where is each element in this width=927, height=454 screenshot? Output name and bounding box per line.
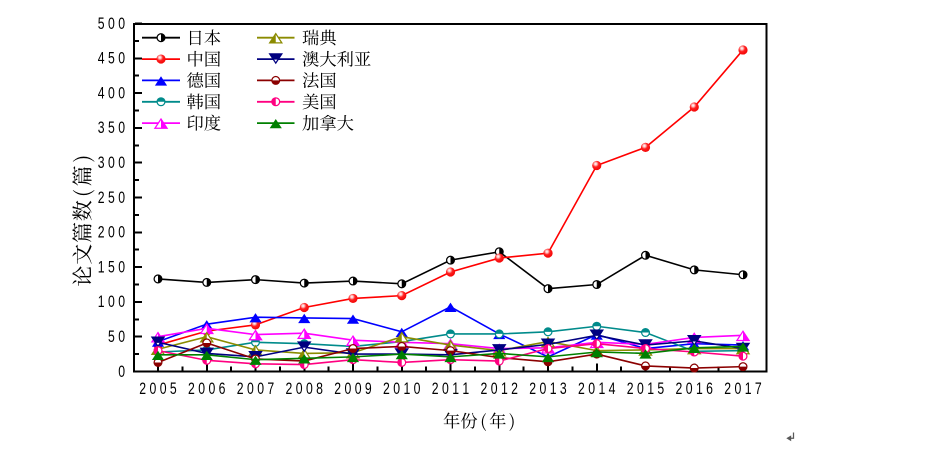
- svg-text:2: 2: [676, 380, 683, 398]
- svg-text:5: 5: [98, 15, 105, 33]
- svg-text:2: 2: [98, 224, 105, 242]
- svg-text:2: 2: [188, 380, 195, 398]
- svg-text:2: 2: [139, 380, 146, 398]
- svg-text:4: 4: [98, 50, 105, 68]
- svg-text:0: 0: [118, 189, 125, 207]
- svg-text:2: 2: [334, 380, 341, 398]
- svg-text:1: 1: [550, 380, 557, 398]
- svg-text:3: 3: [560, 380, 567, 398]
- svg-text:0: 0: [306, 380, 313, 398]
- svg-text:9: 9: [365, 380, 372, 398]
- svg-text:5: 5: [108, 328, 115, 346]
- svg-text:0: 0: [686, 380, 693, 398]
- svg-text:0: 0: [414, 380, 421, 398]
- svg-text:7: 7: [267, 380, 274, 398]
- svg-text:2: 2: [529, 380, 536, 398]
- svg-text:0: 0: [118, 328, 125, 346]
- svg-text:1: 1: [98, 259, 105, 277]
- svg-text:0: 0: [108, 293, 115, 311]
- svg-text:0: 0: [118, 293, 125, 311]
- svg-text:0: 0: [588, 380, 595, 398]
- svg-text:5: 5: [170, 380, 177, 398]
- svg-text:0: 0: [118, 363, 125, 381]
- svg-text:0: 0: [539, 380, 546, 398]
- svg-text:3: 3: [98, 154, 105, 172]
- svg-text:1: 1: [501, 380, 508, 398]
- svg-text:2: 2: [432, 380, 439, 398]
- svg-text:1: 1: [696, 380, 703, 398]
- svg-text:2: 2: [383, 380, 390, 398]
- svg-text:1: 1: [745, 380, 752, 398]
- svg-text:4: 4: [609, 380, 616, 398]
- svg-text:2: 2: [627, 380, 634, 398]
- svg-text:0: 0: [296, 380, 303, 398]
- svg-text:2: 2: [286, 380, 293, 398]
- svg-text:5: 5: [108, 259, 115, 277]
- svg-text:2: 2: [511, 380, 518, 398]
- svg-text:0: 0: [442, 380, 449, 398]
- svg-text:1: 1: [598, 380, 605, 398]
- svg-text:3: 3: [98, 119, 105, 137]
- svg-text:0: 0: [734, 380, 741, 398]
- svg-text:4: 4: [98, 85, 105, 103]
- svg-text:0: 0: [108, 15, 115, 33]
- svg-text:6: 6: [706, 380, 713, 398]
- svg-text:0: 0: [257, 380, 264, 398]
- svg-text:2: 2: [578, 380, 585, 398]
- svg-text:2: 2: [481, 380, 488, 398]
- svg-text:0: 0: [118, 154, 125, 172]
- svg-text:6: 6: [219, 380, 226, 398]
- svg-text:1: 1: [403, 380, 410, 398]
- svg-text:1: 1: [462, 380, 469, 398]
- svg-text:0: 0: [108, 85, 115, 103]
- svg-text:0: 0: [118, 15, 125, 33]
- svg-text:0: 0: [393, 380, 400, 398]
- svg-text:5: 5: [108, 50, 115, 68]
- svg-text:2: 2: [98, 189, 105, 207]
- svg-text:0: 0: [208, 380, 215, 398]
- svg-text:0: 0: [198, 380, 205, 398]
- svg-text:0: 0: [118, 50, 125, 68]
- svg-text:0: 0: [344, 380, 351, 398]
- svg-text:1: 1: [452, 380, 459, 398]
- svg-text:0: 0: [355, 380, 362, 398]
- svg-text:0: 0: [108, 154, 115, 172]
- svg-text:1: 1: [98, 293, 105, 311]
- svg-text:0: 0: [118, 85, 125, 103]
- svg-text:8: 8: [316, 380, 323, 398]
- svg-text:5: 5: [657, 380, 664, 398]
- svg-text:5: 5: [108, 119, 115, 137]
- svg-text:7: 7: [755, 380, 762, 398]
- svg-text:0: 0: [118, 224, 125, 242]
- svg-text:0: 0: [160, 380, 167, 398]
- svg-text:2: 2: [724, 380, 731, 398]
- svg-text:5: 5: [108, 189, 115, 207]
- svg-text:1: 1: [647, 380, 654, 398]
- svg-text:0: 0: [637, 380, 644, 398]
- svg-text:0: 0: [108, 224, 115, 242]
- svg-text:2: 2: [237, 380, 244, 398]
- svg-text:0: 0: [149, 380, 156, 398]
- svg-text:0: 0: [118, 119, 125, 137]
- svg-text:0: 0: [247, 380, 254, 398]
- svg-text:0: 0: [118, 259, 125, 277]
- svg-text:0: 0: [491, 380, 498, 398]
